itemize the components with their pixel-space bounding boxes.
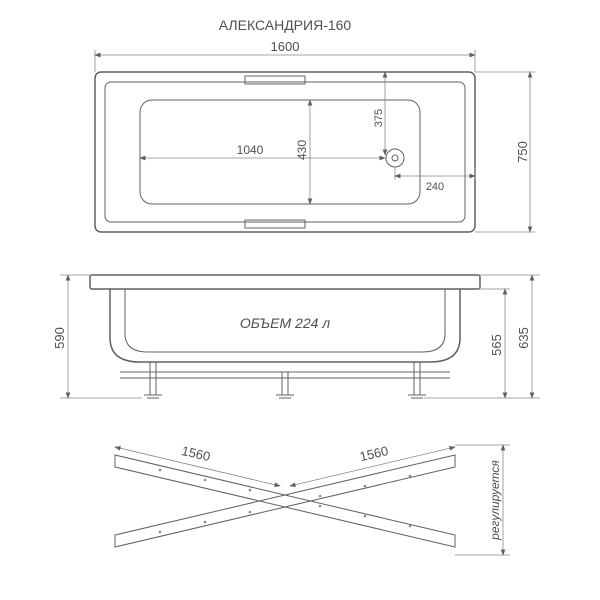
dim-240: 240 (426, 181, 444, 193)
front-view: ОБЪЕМ 224 л 590 565 635 (52, 275, 540, 398)
technical-drawing: АЛЕКСАНДРИЯ-160 1600 750 1040 430 375 (0, 0, 600, 600)
dim-1600: 1600 (271, 39, 300, 54)
top-view: 1600 750 1040 430 375 240 (95, 39, 535, 232)
dim-430: 430 (295, 140, 309, 160)
dim-1040: 1040 (237, 143, 264, 157)
dim-375: 375 (373, 109, 385, 127)
dim-1560a: 1560 (180, 443, 212, 464)
dim-adjustable: регулируется (488, 460, 502, 541)
drawing-title: АЛЕКСАНДРИЯ-160 (219, 17, 352, 33)
frame-view: 1560 1560 регулируется (115, 443, 510, 555)
dim-750: 750 (515, 141, 530, 163)
dim-590: 590 (52, 327, 67, 349)
dim-635: 635 (516, 327, 531, 349)
volume-label: ОБЪЕМ 224 л (240, 315, 330, 331)
dim-1560b: 1560 (358, 443, 390, 464)
dim-565: 565 (489, 334, 504, 356)
